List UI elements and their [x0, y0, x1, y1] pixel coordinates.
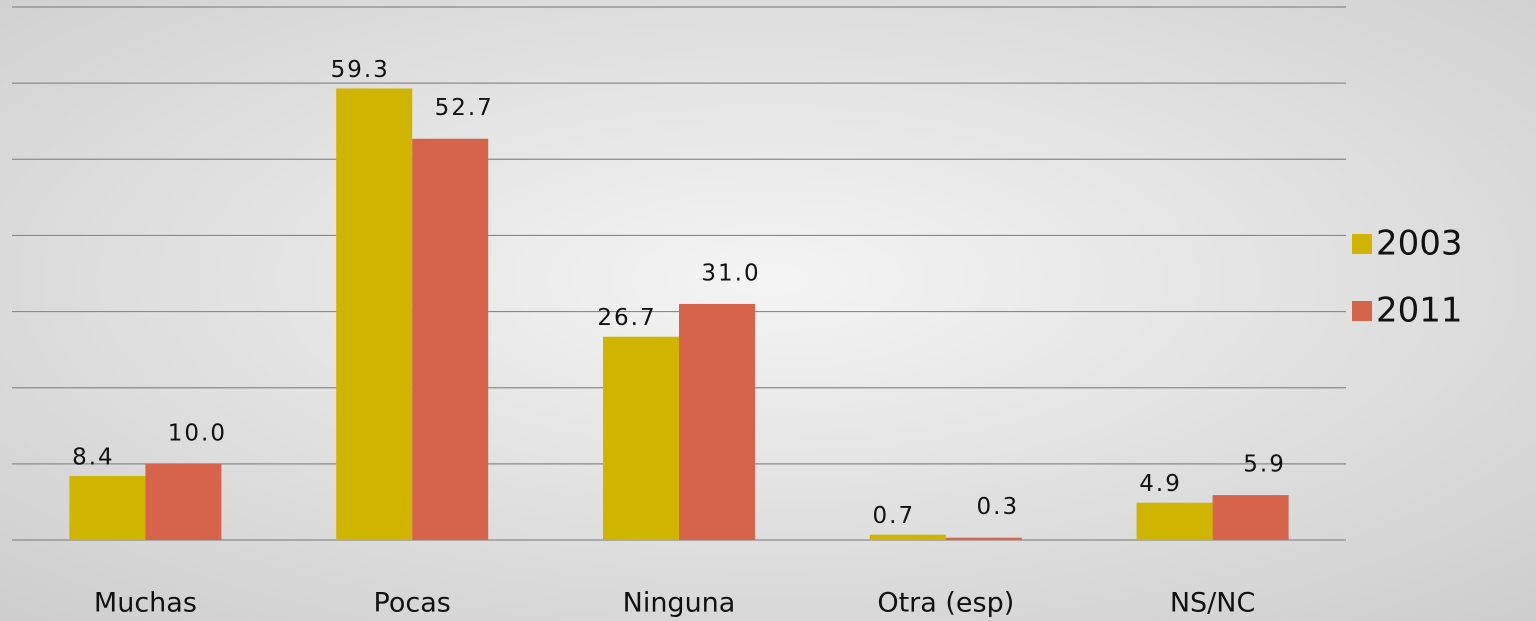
data-label: 26.7	[597, 305, 656, 331]
bar	[945, 537, 1022, 540]
x-tick-label: Muchas	[94, 588, 197, 619]
bar	[679, 303, 755, 540]
legend-label: 2003	[1376, 224, 1463, 264]
data-label: 8.4	[72, 445, 115, 471]
bar	[145, 463, 222, 540]
data-label: 31.0	[701, 260, 760, 286]
x-tick-label: Pocas	[374, 588, 451, 619]
bar	[69, 476, 146, 540]
bar	[412, 138, 489, 540]
bar	[603, 336, 679, 540]
legend-label: 2011	[1376, 291, 1463, 331]
data-label: 10.0	[168, 420, 227, 446]
bar	[1212, 495, 1289, 540]
data-label: 52.7	[435, 95, 494, 121]
x-tick-label: NS/NC	[1170, 588, 1255, 619]
data-label: 0.3	[977, 494, 1020, 520]
legend-swatch	[1352, 234, 1372, 254]
legend-swatch	[1352, 301, 1372, 321]
bar	[1136, 502, 1213, 540]
data-label: 0.7	[873, 503, 916, 529]
x-tick-label: Ninguna	[623, 588, 736, 619]
bar	[336, 88, 413, 541]
bar	[869, 534, 946, 540]
x-tick-label: Otra (esp)	[877, 588, 1014, 619]
data-label: 59.3	[331, 57, 390, 83]
data-label: 5.9	[1243, 452, 1286, 478]
data-label: 4.9	[1139, 471, 1182, 497]
